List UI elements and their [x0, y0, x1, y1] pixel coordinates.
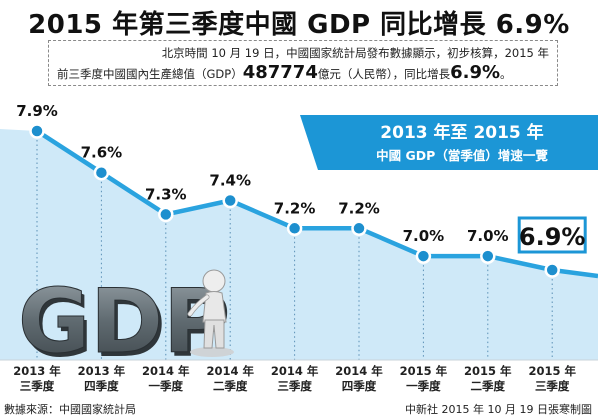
tick-label-year: 2014 年	[206, 364, 254, 378]
data-point	[544, 262, 560, 278]
page-title: 2015 年第三季度中國 GDP 同比增長 6.9%	[28, 10, 570, 40]
intro-line-1: 北京時間 10 月 19 日，中國國家統計局發布數據顯示，初步核算，2015 年	[161, 46, 549, 60]
data-point	[158, 206, 174, 223]
data-point	[93, 164, 110, 181]
intro-line-2-text-a: 前三季度中國國內生產總值（GDP）	[57, 67, 243, 81]
data-label: 7.2%	[338, 199, 380, 217]
data-source: 數據來源：中國國家統計局	[4, 403, 136, 416]
data-label: 7.9%	[16, 102, 58, 120]
data-label: 6.9%	[519, 223, 586, 251]
tick-label-year: 2015 年	[528, 364, 576, 378]
tick-label-year: 2015 年	[464, 364, 512, 378]
intro-box: 北京時間 10 月 19 日，中國國家統計局發布數據顯示，初步核算，2015 年…	[48, 40, 558, 86]
tick-label-quarter: 三季度	[535, 379, 570, 393]
data-label: 7.0%	[467, 227, 509, 245]
gdp-art-text: GDP	[18, 270, 228, 373]
panel-title: 2013 年至 2015 年	[380, 122, 543, 143]
tick-label-year: 2014 年	[335, 364, 383, 378]
data-label: 7.6%	[81, 144, 123, 162]
data-label: 7.0%	[403, 227, 445, 245]
data-label: 7.4%	[209, 172, 251, 190]
data-point	[222, 192, 238, 209]
figure-icon	[187, 269, 234, 357]
tick-label-quarter: 四季度	[84, 379, 119, 393]
gdp-3d-art: GDP GDP	[18, 270, 231, 378]
series-line	[35, 129, 598, 279]
tick-label-year: 2014 年	[271, 364, 319, 378]
data-point	[286, 220, 303, 237]
tick-label-quarter: 一季度	[406, 379, 441, 393]
series-area	[0, 129, 598, 360]
area-layer	[0, 129, 598, 360]
data-point	[29, 123, 45, 139]
panel-subtitle: 中國 GDP（當季值）增速一覽	[376, 148, 548, 163]
tick-label-quarter: 三季度	[20, 379, 55, 393]
gdp-total-value: 487774	[242, 62, 318, 83]
line-layer	[29, 123, 598, 279]
intro-line-2-end: 。	[500, 67, 512, 81]
highlight-box	[517, 216, 587, 254]
tick-label-quarter: 二季度	[213, 379, 248, 393]
info-panel: 2013 年至 2015 年 中國 GDP（當季值）增速一覽	[300, 115, 598, 170]
tick-label-quarter: 二季度	[471, 379, 506, 393]
info-panel-background	[300, 115, 598, 170]
intro-line-2: 前三季度中國國內生產總值（GDP）487774億元（人民幣），同比增長6.9%。	[57, 63, 549, 84]
tick-label-year: 2013 年	[78, 364, 126, 378]
tick-label-year: 2014 年	[142, 364, 190, 378]
label-layer: 7.9% 7.6% 7.3% 7.4% 7.2% 7.2% 7.0% 7.0% 6.9%	[16, 102, 587, 254]
tick-label-quarter: 四季度	[342, 379, 377, 393]
chart-credit: 中新社 2015 年 10 月 19 日張寒制圖	[405, 403, 592, 416]
tick-label-quarter: 一季度	[149, 379, 184, 393]
data-point	[415, 248, 432, 264]
tick-label-quarter: 三季度	[277, 379, 312, 393]
tick-label-year: 2013 年	[13, 364, 61, 378]
data-label: 7.2%	[274, 199, 316, 217]
data-point	[351, 220, 367, 237]
grid-layer	[36, 131, 553, 360]
data-point	[480, 248, 496, 264]
intro-line-2-text-b: 億元（人民幣），同比增長	[317, 67, 451, 81]
growth-rate-value: 6.9%	[450, 62, 501, 83]
tick-label-year: 2015 年	[400, 364, 448, 378]
data-label: 7.3%	[145, 185, 187, 203]
